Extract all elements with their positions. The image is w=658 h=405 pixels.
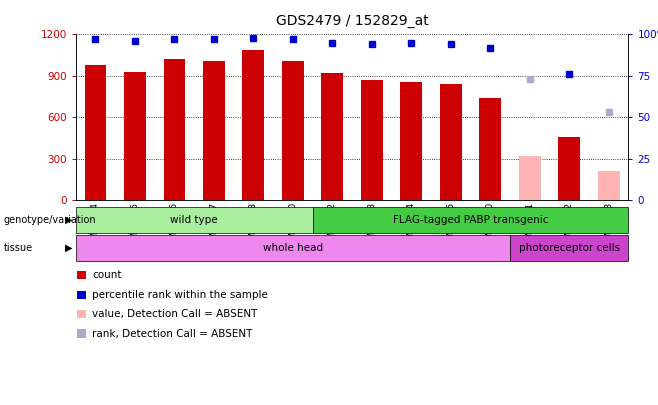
Bar <box>519 156 541 200</box>
Text: tissue: tissue <box>3 243 32 253</box>
Bar <box>598 171 620 200</box>
Bar <box>76 207 313 233</box>
Text: rank, Detection Call = ABSENT: rank, Detection Call = ABSENT <box>92 329 253 339</box>
Bar <box>361 80 383 200</box>
Text: photoreceptor cells: photoreceptor cells <box>519 243 620 253</box>
Text: ▶: ▶ <box>65 243 72 253</box>
Bar <box>313 207 628 233</box>
Bar <box>77 330 86 338</box>
Bar <box>77 271 86 279</box>
Bar <box>76 235 510 261</box>
Bar <box>510 235 628 261</box>
Text: percentile rank within the sample: percentile rank within the sample <box>92 290 268 300</box>
Text: count: count <box>92 271 122 280</box>
Bar <box>77 291 86 299</box>
Text: whole head: whole head <box>263 243 323 253</box>
Text: genotype/variation: genotype/variation <box>3 215 96 225</box>
Bar <box>77 310 86 318</box>
Bar <box>84 65 107 200</box>
Bar <box>559 137 580 200</box>
Text: GDS2479 / 152829_at: GDS2479 / 152829_at <box>276 14 428 28</box>
Bar <box>243 50 265 200</box>
Bar <box>203 61 225 200</box>
Text: ▶: ▶ <box>65 215 72 225</box>
Bar <box>124 72 146 200</box>
Bar <box>440 84 462 200</box>
Bar <box>401 82 422 200</box>
Text: FLAG-tagged PABP transgenic: FLAG-tagged PABP transgenic <box>393 215 548 225</box>
Bar <box>282 61 304 200</box>
Bar <box>164 59 186 200</box>
Bar <box>480 98 501 200</box>
Text: wild type: wild type <box>170 215 218 225</box>
Text: value, Detection Call = ABSENT: value, Detection Call = ABSENT <box>92 309 257 319</box>
Bar <box>322 73 343 200</box>
